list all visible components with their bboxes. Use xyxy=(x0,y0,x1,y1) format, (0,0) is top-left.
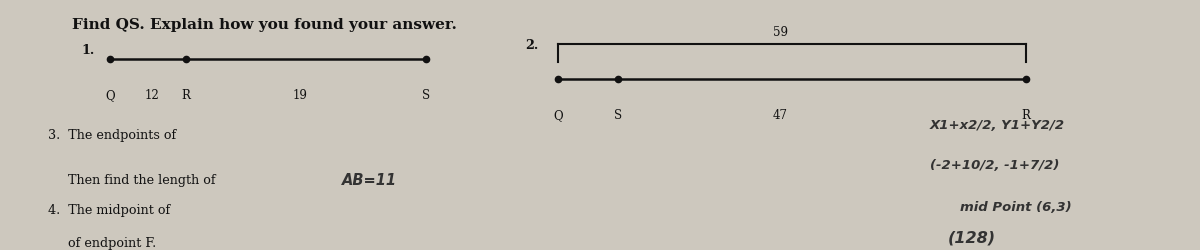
Text: Find QS. Explain how you found your answer.: Find QS. Explain how you found your answ… xyxy=(72,18,457,32)
Text: (128): (128) xyxy=(948,230,996,245)
Text: (-2+10/2, -1+7/2): (-2+10/2, -1+7/2) xyxy=(930,158,1060,172)
Text: X1+x2/2, Y1+Y2/2: X1+x2/2, Y1+Y2/2 xyxy=(930,118,1066,132)
Text: Q: Q xyxy=(553,108,563,122)
Text: R: R xyxy=(181,88,191,102)
Text: Then find the length of: Then find the length of xyxy=(48,174,220,186)
Text: 4.  The midpoint of: 4. The midpoint of xyxy=(48,204,174,216)
Text: 19: 19 xyxy=(293,88,307,102)
Text: 59: 59 xyxy=(773,26,787,39)
Text: 12: 12 xyxy=(145,88,160,102)
Text: 47: 47 xyxy=(773,108,787,122)
Text: of endpoint F.: of endpoint F. xyxy=(48,236,156,249)
Text: S: S xyxy=(422,88,430,102)
Text: mid Point (6,3): mid Point (6,3) xyxy=(960,200,1072,213)
Text: AB=11: AB=11 xyxy=(342,172,397,188)
Text: Q: Q xyxy=(106,88,115,102)
Text: 1.: 1. xyxy=(82,44,95,57)
Text: R: R xyxy=(1021,108,1031,122)
Text: 3.  The endpoints of: 3. The endpoints of xyxy=(48,128,180,141)
Text: S: S xyxy=(614,108,622,122)
Text: 2.: 2. xyxy=(526,38,539,52)
